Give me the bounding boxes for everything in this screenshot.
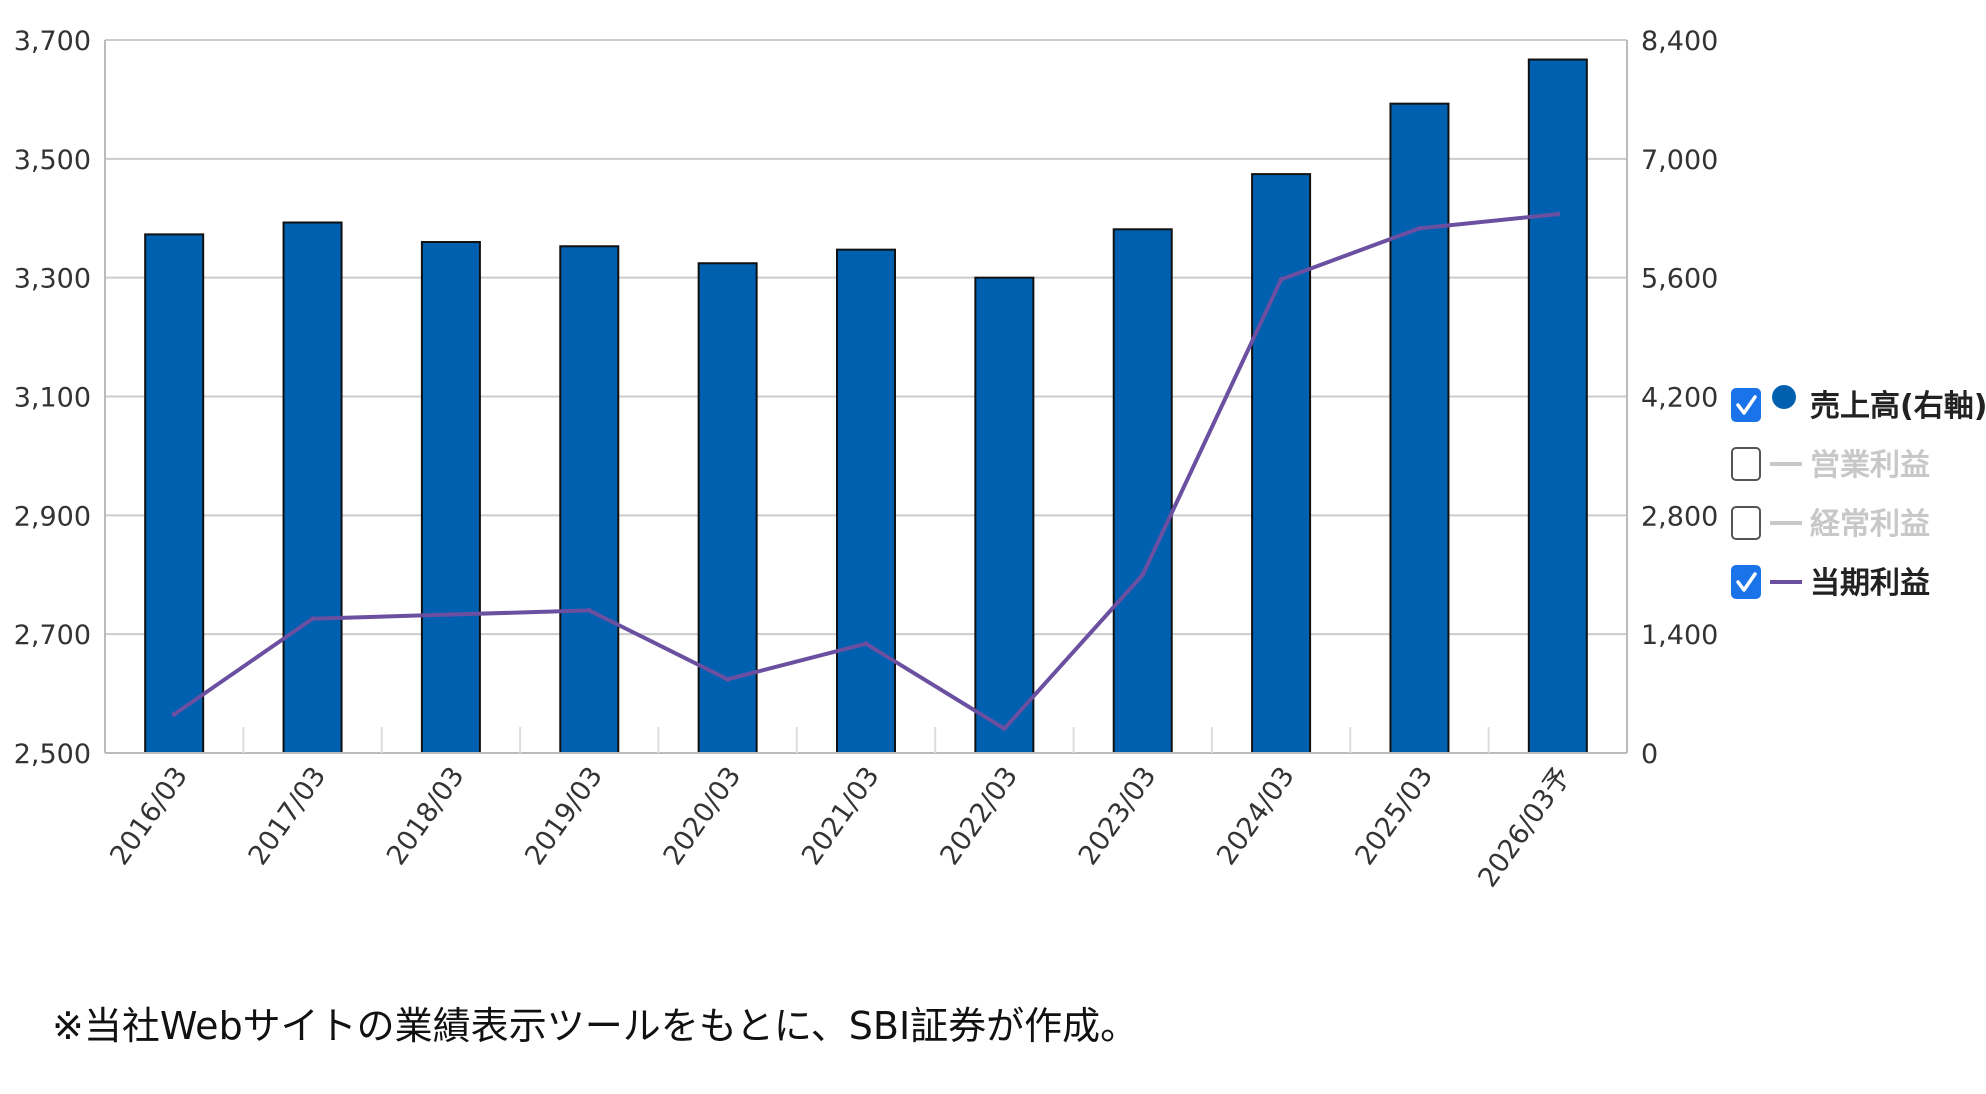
x-tick-label: 2021/03 bbox=[796, 761, 886, 871]
y-left-tick-label: 2,700 bbox=[14, 620, 91, 651]
x-tick-label: 2018/03 bbox=[381, 761, 471, 871]
bar bbox=[1389, 102, 1450, 755]
line-point bbox=[1416, 225, 1422, 231]
y-right-tick-label: 7,000 bbox=[1641, 145, 1718, 176]
line-point bbox=[586, 607, 592, 613]
check-icon bbox=[1736, 572, 1757, 592]
legend-label: 当期利益 bbox=[1810, 566, 1930, 601]
y-right-tick-label: 1,400 bbox=[1641, 620, 1718, 651]
y-axis-left: 2,500 2,700 2,900 3,100 3,300 3,500 3,700 bbox=[14, 26, 91, 770]
line-point bbox=[448, 612, 454, 618]
y-left-tick-label: 2,500 bbox=[14, 739, 91, 770]
y-left-tick-label: 3,100 bbox=[14, 383, 91, 414]
bar bbox=[1527, 58, 1588, 754]
bar-series bbox=[144, 58, 1588, 755]
y-right-tick-label: 8,400 bbox=[1641, 26, 1718, 57]
x-tick-label: 2017/03 bbox=[243, 761, 333, 871]
line-point bbox=[171, 711, 177, 717]
footnote: ※当社Webサイトの業績表示ツールをもとに、SBI証券が作成。 bbox=[52, 1004, 1139, 1048]
x-tick-label: 2022/03 bbox=[934, 761, 1024, 871]
bar bbox=[974, 276, 1035, 754]
x-axis: 2016/03 2017/03 2018/03 2019/03 2020/03 2021/… bbox=[104, 761, 1577, 893]
line-point bbox=[725, 676, 731, 682]
x-tick-label: 2024/03 bbox=[1211, 761, 1301, 871]
chart: 2,500 2,700 2,900 3,100 3,300 3,500 3,700 0 1,4… bbox=[14, 26, 1986, 893]
y-left-tick-label: 2,900 bbox=[14, 501, 91, 532]
line-point bbox=[1555, 211, 1561, 217]
x-tick-label: 2019/03 bbox=[519, 761, 609, 871]
legend-label: 営業利益 bbox=[1810, 448, 1930, 483]
line-point bbox=[863, 641, 869, 647]
check-icon bbox=[1736, 395, 1757, 415]
legend-checkbox[interactable] bbox=[1731, 565, 1761, 599]
legend-label: 経常利益 bbox=[1810, 507, 1930, 542]
axes bbox=[104, 40, 1628, 754]
x-tick-label: 2026/03予 bbox=[1472, 761, 1577, 893]
legend-checkbox[interactable] bbox=[1731, 506, 1761, 540]
y-axis-right: 0 1,400 2,800 4,200 5,600 7,000 8,400 bbox=[1641, 26, 1718, 770]
legend-circle-icon bbox=[1772, 385, 1796, 409]
bar bbox=[420, 241, 481, 754]
bar bbox=[559, 245, 620, 754]
bar bbox=[1112, 228, 1173, 754]
bar bbox=[1251, 173, 1312, 755]
x-tick-label: 2025/03 bbox=[1349, 761, 1439, 871]
y-left-tick-label: 3,700 bbox=[14, 26, 91, 57]
y-left-tick-label: 3,500 bbox=[14, 145, 91, 176]
y-left-tick-label: 3,300 bbox=[14, 264, 91, 295]
line-series bbox=[171, 211, 1561, 732]
legend-checkbox[interactable] bbox=[1731, 388, 1761, 422]
y-right-tick-label: 2,800 bbox=[1641, 501, 1718, 532]
x-tick-label: 2016/03 bbox=[104, 761, 194, 871]
line-point bbox=[1278, 276, 1284, 282]
line-point bbox=[1001, 726, 1007, 732]
bar bbox=[144, 233, 205, 754]
y-right-tick-label: 4,200 bbox=[1641, 383, 1718, 414]
bar bbox=[282, 221, 343, 755]
bar bbox=[836, 248, 896, 754]
line-point bbox=[310, 616, 316, 622]
y-right-tick-label: 5,600 bbox=[1641, 264, 1718, 295]
x-tick-label: 2020/03 bbox=[658, 761, 748, 871]
legend-label: 売上高(右軸) bbox=[1810, 389, 1986, 424]
line-point bbox=[1140, 572, 1146, 578]
legend-checkbox[interactable] bbox=[1731, 447, 1761, 481]
y-right-tick-label: 0 bbox=[1641, 739, 1658, 770]
x-tick-label: 2023/03 bbox=[1073, 761, 1163, 871]
